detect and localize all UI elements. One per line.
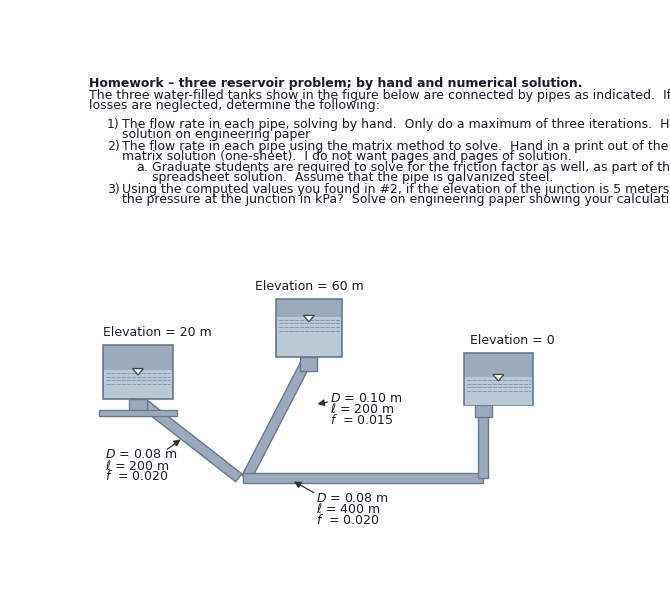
Text: Homework – three reservoir problem; by hand and numerical solution.: Homework – three reservoir problem; by h…	[89, 77, 583, 91]
Bar	[99, 410, 177, 416]
Text: 2): 2)	[107, 140, 120, 153]
Text: $\ell$ = 200 m: $\ell$ = 200 m	[105, 458, 170, 473]
Text: $\ell$ = 200 m: $\ell$ = 200 m	[330, 403, 395, 416]
Bar	[300, 357, 318, 371]
Text: $D$ = 0.08 m: $D$ = 0.08 m	[316, 491, 389, 505]
Text: The three water-filled tanks show in the figure below are connected by pipes as : The three water-filled tanks show in the…	[89, 89, 670, 102]
Text: $\ell$ = 400 m: $\ell$ = 400 m	[316, 502, 381, 517]
Text: Elevation = 20 m: Elevation = 20 m	[103, 326, 212, 339]
Text: $D$ = 0.08 m: $D$ = 0.08 m	[105, 448, 178, 461]
Text: Using the computed values you found in #2, if the elevation of the junction is 5: Using the computed values you found in #…	[123, 183, 670, 196]
Polygon shape	[304, 316, 314, 322]
Text: $f$  = 0.020: $f$ = 0.020	[105, 469, 170, 484]
Text: The flow rate in each pipe, solving by hand.  Only do a maximum of three iterati: The flow rate in each pipe, solving by h…	[123, 118, 670, 131]
Text: The flow rate in each pipe using the matrix method to solve.  Hand in a print ou: The flow rate in each pipe using the mat…	[123, 140, 670, 153]
Text: losses are neglected, determine the following:: losses are neglected, determine the foll…	[89, 99, 380, 112]
Text: Elevation = 0: Elevation = 0	[470, 334, 555, 347]
Bar	[103, 346, 173, 399]
Polygon shape	[478, 406, 488, 478]
Bar	[105, 370, 172, 398]
Text: Graduate students are required to solve for the friction factor as well, as part: Graduate students are required to solve …	[152, 161, 670, 175]
Text: spreadsheet solution.  Assume that the pipe is galvanized steel.: spreadsheet solution. Assume that the pi…	[152, 172, 553, 184]
Text: $f$  = 0.020: $f$ = 0.020	[316, 513, 380, 527]
Bar	[276, 299, 342, 357]
Bar	[475, 406, 492, 417]
Polygon shape	[133, 368, 143, 375]
Polygon shape	[135, 395, 242, 482]
Text: 3): 3)	[107, 183, 120, 196]
Text: $D$ = 0.10 m: $D$ = 0.10 m	[330, 392, 403, 404]
Text: 1): 1)	[107, 118, 120, 131]
Text: solution on engineering paper: solution on engineering paper	[123, 128, 311, 141]
Polygon shape	[243, 473, 483, 483]
Text: the pressure at the junction in kPa?  Solve on engineering paper showing your ca: the pressure at the junction in kPa? Sol…	[123, 193, 670, 206]
Text: Elevation = 60 m: Elevation = 60 m	[255, 280, 363, 293]
Bar	[277, 317, 340, 356]
Polygon shape	[493, 374, 504, 381]
Text: a.: a.	[137, 161, 148, 175]
Text: $f$  = 0.015: $f$ = 0.015	[330, 413, 394, 427]
Text: matrix solution (one-sheet).  I do not want pages and pages of solution.: matrix solution (one-sheet). I do not wa…	[123, 150, 572, 163]
Bar	[129, 399, 147, 411]
Polygon shape	[242, 355, 314, 480]
Bar	[465, 377, 532, 404]
Bar	[464, 353, 533, 406]
